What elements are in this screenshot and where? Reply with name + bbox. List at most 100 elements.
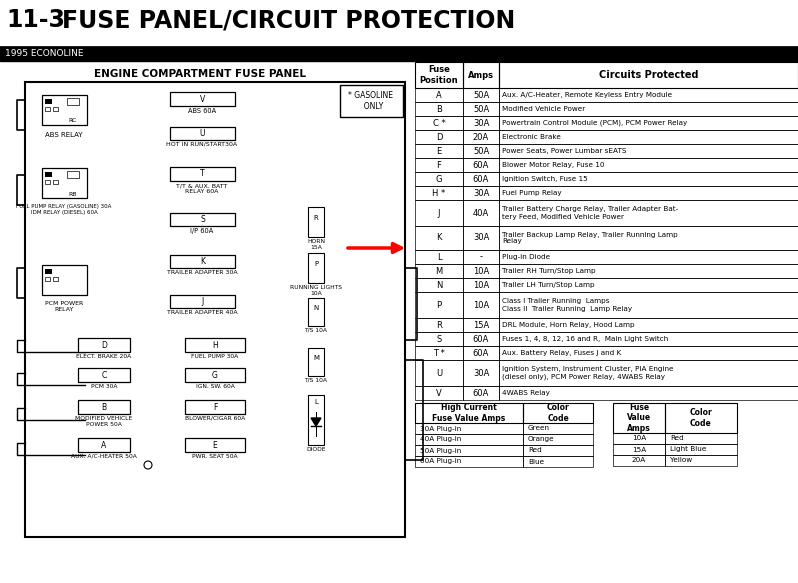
Text: 40A Plug-in: 40A Plug-in [420, 437, 461, 442]
Text: A: A [101, 441, 107, 449]
Bar [415, 434, 523, 445]
Text: V: V [200, 94, 205, 104]
Bar [463, 186, 499, 200]
Bar [463, 144, 499, 158]
Text: Orange: Orange [528, 437, 555, 442]
Text: 50A Plug-in: 50A Plug-in [420, 448, 461, 454]
Text: Fuel Pump Relay: Fuel Pump Relay [502, 190, 562, 196]
Text: L: L [314, 399, 318, 405]
Bar [415, 172, 463, 186]
Text: Power Seats, Power Lumbar sEATS: Power Seats, Power Lumbar sEATS [502, 148, 626, 154]
Bar [463, 318, 499, 332]
Bar [499, 332, 798, 346]
Bar [170, 127, 235, 140]
Text: 30A: 30A [472, 188, 489, 198]
Text: Ignition Switch, Fuse 15: Ignition Switch, Fuse 15 [502, 176, 588, 182]
Bar [463, 102, 499, 116]
Text: 10A: 10A [473, 280, 489, 290]
Text: High Current
Fuse Value Amps: High Current Fuse Value Amps [433, 403, 506, 423]
Text: D: D [101, 340, 107, 349]
Text: J: J [201, 297, 203, 306]
Bar [463, 88, 499, 102]
Text: Powertrain Control Module (PCM), PCM Power Relay: Powertrain Control Module (PCM), PCM Pow… [502, 120, 687, 127]
Text: Blower Motor Relay, Fuse 10: Blower Motor Relay, Fuse 10 [502, 162, 605, 168]
Text: AUX. A/C-HEATER 50A: AUX. A/C-HEATER 50A [71, 454, 137, 459]
Text: 20A: 20A [473, 132, 489, 142]
Bar [665, 433, 737, 444]
Bar [53, 107, 58, 111]
Bar [415, 292, 463, 318]
Text: FUEL PUMP 30A: FUEL PUMP 30A [192, 354, 239, 359]
Text: * GASOLINE
  ONLY: * GASOLINE ONLY [349, 92, 393, 111]
Bar [523, 403, 593, 423]
Text: Light Blue: Light Blue [670, 447, 706, 452]
Text: T/S 10A: T/S 10A [305, 328, 327, 333]
Bar [463, 360, 499, 386]
Text: Trailer Battery Charge Relay, Trailer Adapter Bat-
tery Feed, Modified Vehicle P: Trailer Battery Charge Relay, Trailer Ad… [502, 206, 678, 220]
Bar [42, 95, 87, 125]
Text: Fuse
Value
Amps: Fuse Value Amps [627, 403, 651, 433]
Text: IGN. SW. 60A: IGN. SW. 60A [196, 384, 235, 389]
Text: Fuses 1, 4, 8, 12, 16 and R,  Main Light Switch: Fuses 1, 4, 8, 12, 16 and R, Main Light … [502, 336, 668, 342]
Bar [463, 250, 499, 264]
Bar [185, 338, 245, 352]
Bar [499, 318, 798, 332]
Text: A: A [437, 90, 442, 100]
Polygon shape [311, 418, 321, 426]
Bar [463, 172, 499, 186]
Bar [499, 144, 798, 158]
Bar [170, 92, 235, 106]
Text: 15A: 15A [632, 447, 646, 452]
Text: 50A: 50A [473, 146, 489, 156]
Text: Trailer LH Turn/Stop Lamp: Trailer LH Turn/Stop Lamp [502, 282, 595, 288]
Text: K: K [200, 257, 205, 266]
Text: PCM 30A: PCM 30A [91, 384, 117, 389]
Text: 15A: 15A [473, 321, 489, 329]
Bar [415, 186, 463, 200]
Text: S: S [437, 335, 441, 343]
Bar [415, 360, 463, 386]
Bar [499, 226, 798, 250]
Bar [499, 102, 798, 116]
Text: ELECT. BRAKE 20A: ELECT. BRAKE 20A [77, 354, 132, 359]
Bar [499, 116, 798, 130]
Text: Red: Red [528, 448, 542, 454]
Bar [415, 318, 463, 332]
Text: S: S [200, 215, 205, 224]
Bar [463, 264, 499, 278]
Text: TRAILER ADAPTER 30A: TRAILER ADAPTER 30A [167, 270, 237, 275]
Bar [45, 269, 52, 274]
Bar [499, 200, 798, 226]
Bar [463, 332, 499, 346]
Bar [415, 158, 463, 172]
Text: ABS RELAY: ABS RELAY [45, 132, 83, 138]
Text: Circuits Protected: Circuits Protected [598, 70, 698, 80]
Bar [463, 200, 499, 226]
Text: Blue: Blue [528, 458, 544, 465]
Bar [523, 434, 593, 445]
Bar [463, 278, 499, 292]
Bar [499, 278, 798, 292]
Bar [185, 400, 245, 414]
Text: Modified Vehicle Power: Modified Vehicle Power [502, 106, 585, 112]
Bar [463, 62, 499, 88]
Bar [185, 438, 245, 452]
Text: T *: T * [433, 349, 445, 357]
Text: M: M [436, 266, 443, 276]
Bar [499, 130, 798, 144]
Text: -: - [480, 252, 483, 262]
Text: 11-3: 11-3 [6, 8, 65, 32]
Bar [613, 455, 665, 466]
Text: 60A: 60A [472, 349, 489, 357]
Bar [415, 403, 523, 423]
Text: Yellow: Yellow [670, 458, 692, 463]
Bar [308, 298, 324, 326]
Bar [415, 346, 463, 360]
Text: MODIFIED VEHICLE
POWER 50A: MODIFIED VEHICLE POWER 50A [75, 416, 132, 427]
Bar [665, 403, 737, 433]
Text: 30A: 30A [472, 118, 489, 128]
Text: 60A: 60A [472, 335, 489, 343]
Bar [463, 292, 499, 318]
Text: 50A: 50A [473, 104, 489, 114]
Text: D: D [436, 132, 442, 142]
